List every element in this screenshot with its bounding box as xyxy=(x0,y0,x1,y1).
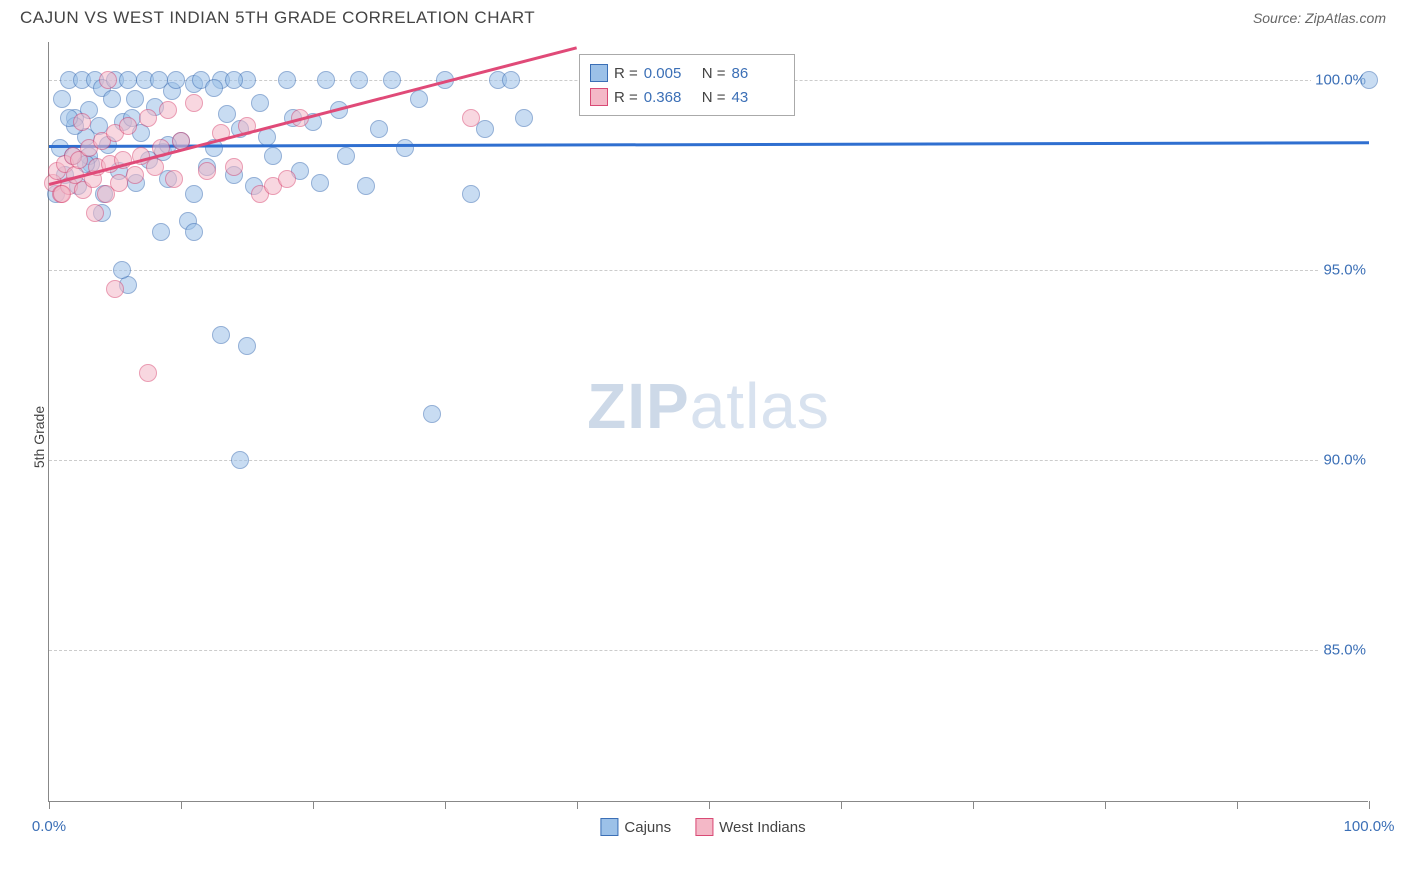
r-label: R = xyxy=(614,89,638,106)
x-tick-label: 100.0% xyxy=(1344,818,1395,835)
data-point xyxy=(205,79,223,97)
legend-label: West Indians xyxy=(719,819,805,836)
data-point xyxy=(126,90,144,108)
data-point xyxy=(264,147,282,165)
data-point xyxy=(225,158,243,176)
plot-area: ZIPatlas 85.0%90.0%95.0%100.0%0.0%100.0%… xyxy=(48,42,1368,802)
data-point xyxy=(106,280,124,298)
chart-container: 5th Grade ZIPatlas 85.0% 90.0% 95.0% 100.0%… xyxy=(0,32,1406,842)
data-point xyxy=(165,170,183,188)
legend-item-west-indians: West Indians xyxy=(695,818,805,836)
legend-row: R = 0.005 N = 86 xyxy=(590,61,784,85)
r-value: 0.005 xyxy=(644,65,696,82)
data-point xyxy=(212,326,230,344)
gridline xyxy=(49,650,1368,651)
data-point xyxy=(185,94,203,112)
swatch-icon xyxy=(590,88,608,106)
x-tick xyxy=(709,801,710,809)
data-point xyxy=(251,94,269,112)
x-tick xyxy=(1369,801,1370,809)
swatch-icon xyxy=(695,818,713,836)
swatch-icon xyxy=(590,64,608,82)
data-point xyxy=(113,261,131,279)
data-point xyxy=(218,105,236,123)
n-value: 43 xyxy=(732,89,784,106)
gridline xyxy=(49,270,1368,271)
data-point xyxy=(502,71,520,89)
data-point xyxy=(152,223,170,241)
data-point xyxy=(86,204,104,222)
data-point xyxy=(231,451,249,469)
data-point xyxy=(119,117,137,135)
data-point xyxy=(185,223,203,241)
data-point xyxy=(238,337,256,355)
data-point xyxy=(278,170,296,188)
x-tick xyxy=(181,801,182,809)
data-point xyxy=(350,71,368,89)
data-point xyxy=(73,113,91,131)
trend-line xyxy=(49,141,1369,147)
n-label: N = xyxy=(702,89,726,106)
data-point xyxy=(119,71,137,89)
x-tick xyxy=(445,801,446,809)
y-axis-label: 5th Grade xyxy=(31,406,47,468)
data-point xyxy=(139,364,157,382)
x-tick xyxy=(1105,801,1106,809)
r-label: R = xyxy=(614,65,638,82)
y-tick-label: 85.0% xyxy=(1319,642,1370,659)
x-tick xyxy=(973,801,974,809)
data-point xyxy=(278,71,296,89)
data-point xyxy=(383,71,401,89)
x-tick xyxy=(49,801,50,809)
data-point xyxy=(370,120,388,138)
legend-row: R = 0.368 N = 43 xyxy=(590,85,784,109)
data-point xyxy=(126,166,144,184)
x-tick-label: 0.0% xyxy=(32,818,66,835)
x-tick xyxy=(841,801,842,809)
n-value: 86 xyxy=(732,65,784,82)
data-point xyxy=(139,109,157,127)
y-tick-label: 90.0% xyxy=(1319,452,1370,469)
data-point xyxy=(410,90,428,108)
data-point xyxy=(167,71,185,89)
data-point xyxy=(103,90,121,108)
chart-title: CAJUN VS WEST INDIAN 5TH GRADE CORRELATI… xyxy=(20,8,535,28)
y-tick-label: 95.0% xyxy=(1319,262,1370,279)
data-point xyxy=(311,174,329,192)
x-tick xyxy=(1237,801,1238,809)
legend-bottom: Cajuns West Indians xyxy=(600,818,805,836)
data-point xyxy=(146,158,164,176)
data-point xyxy=(53,185,71,203)
swatch-icon xyxy=(600,818,618,836)
data-point xyxy=(462,185,480,203)
r-value: 0.368 xyxy=(644,89,696,106)
data-point xyxy=(1360,71,1378,89)
data-point xyxy=(462,109,480,127)
data-point xyxy=(337,147,355,165)
data-point xyxy=(99,71,117,89)
x-tick xyxy=(577,801,578,809)
legend-label: Cajuns xyxy=(624,819,671,836)
data-point xyxy=(53,90,71,108)
data-point xyxy=(357,177,375,195)
data-point xyxy=(423,405,441,423)
data-point xyxy=(185,185,203,203)
x-tick xyxy=(313,801,314,809)
legend-item-cajuns: Cajuns xyxy=(600,818,671,836)
data-point xyxy=(198,162,216,180)
data-point xyxy=(317,71,335,89)
data-point xyxy=(159,101,177,119)
data-point xyxy=(396,139,414,157)
data-point xyxy=(225,71,243,89)
legend-stats: R = 0.005 N = 86 R = 0.368 N = 43 xyxy=(579,54,795,116)
source-label: Source: ZipAtlas.com xyxy=(1253,10,1386,26)
watermark: ZIPatlas xyxy=(587,369,830,443)
n-label: N = xyxy=(702,65,726,82)
data-point xyxy=(515,109,533,127)
